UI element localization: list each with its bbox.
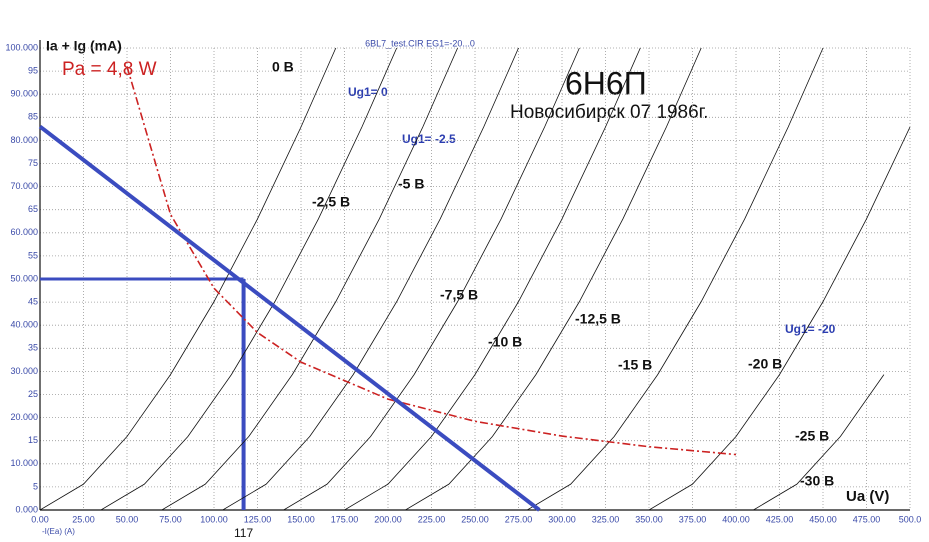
curve-label: -10 В: [488, 334, 522, 350]
y-tick-label: 45: [28, 296, 38, 306]
y-tick-label: 15: [28, 435, 38, 445]
y-tick-label: 100.000: [5, 42, 38, 52]
y-tick-label: 10.000: [10, 458, 38, 468]
curve: [405, 47, 702, 511]
curve-label: -15 В: [618, 357, 652, 373]
y-tick-label: 90.000: [10, 89, 38, 99]
curve: [126, 66, 737, 456]
x-axis-label: Ua (V): [846, 488, 889, 505]
x-tick-label: 375.00: [679, 514, 707, 524]
curve-label: -25 В: [795, 428, 829, 444]
y-tick-label: 0.000: [15, 504, 38, 514]
x-tick-label: 75.00: [159, 514, 182, 524]
curve: [100, 47, 398, 511]
curve-label: 0 В: [272, 59, 294, 75]
curve: [38, 124, 541, 512]
y-tick-label: 50.000: [10, 273, 38, 283]
y-tick-label: 75: [28, 158, 38, 168]
curve-label: -30 В: [800, 473, 834, 489]
curve-label: -20 В: [748, 356, 782, 372]
x-tick-label: 475.00: [853, 514, 881, 524]
y-tick-label: 25: [28, 389, 38, 399]
power-label: Pa = 4,8 W: [62, 59, 157, 80]
x-tick-label: 400.00: [722, 514, 750, 524]
curve: [344, 47, 641, 511]
y-tick-label: 55: [28, 250, 38, 260]
x-tick-label: 450.00: [809, 514, 837, 524]
y-tick-label: 35: [28, 343, 38, 353]
x-tick-label: 100.00: [200, 514, 228, 524]
curve-label: -7,5 В: [440, 287, 478, 303]
x-tick-label: 50.00: [116, 514, 139, 524]
curve-label: -5 В: [398, 176, 424, 192]
x-tick-label: 300.00: [548, 514, 576, 524]
curve: [753, 374, 885, 511]
grid-note: Ug1= 0: [348, 85, 388, 99]
grid-note: Ug1= -20: [785, 322, 836, 336]
x-tick-label: 500.0: [899, 514, 922, 524]
grid-note: Ug1= -2.5: [402, 132, 456, 146]
tube-name: 6Н6П: [565, 65, 647, 101]
x-tick-label: 0.00: [31, 514, 49, 524]
y-tick-label: 40.000: [10, 320, 38, 330]
x-tick-label: 250.00: [461, 514, 489, 524]
x-tick-label: 150.00: [287, 514, 315, 524]
curve: [222, 47, 519, 511]
chart-title: 6BL7_test.CIR EG1=-20...0: [365, 38, 475, 48]
curve: [39, 47, 337, 511]
y-tick-label: 70.000: [10, 181, 38, 191]
curve: [283, 47, 580, 511]
curve: [648, 126, 911, 511]
y-tick-label: 5: [33, 481, 38, 491]
curve-label: -12,5 В: [575, 311, 621, 327]
y-axis-label: Ia + Ig (mA): [46, 38, 122, 54]
x-tick-label: 225.00: [418, 514, 446, 524]
y-tick-label: 80.000: [10, 135, 38, 145]
y-tick-label: 65: [28, 204, 38, 214]
x-tick-label: 425.00: [766, 514, 794, 524]
y-tick-label: 20.000: [10, 412, 38, 422]
x-tick-label: 175.00: [331, 514, 359, 524]
x-tick-label: 325.00: [592, 514, 620, 524]
y-tick-label: 95: [28, 65, 38, 75]
operating-x-label: 117: [234, 526, 253, 540]
x-tick-label: 125.00: [244, 514, 272, 524]
curve: [526, 47, 824, 511]
x-tick-label: 275.00: [505, 514, 533, 524]
x-tick-label: 200.00: [374, 514, 402, 524]
curve-label: -2,5 В: [312, 194, 350, 210]
note: Новосибирск 07 1986г.: [510, 102, 709, 123]
x-tick-label: 25.00: [72, 514, 95, 524]
probe-label: -I(Ea) (A): [42, 527, 75, 536]
y-tick-label: 30.000: [10, 366, 38, 376]
x-tick-label: 350.00: [635, 514, 663, 524]
y-tick-label: 60.000: [10, 227, 38, 237]
y-tick-label: 85: [28, 112, 38, 122]
